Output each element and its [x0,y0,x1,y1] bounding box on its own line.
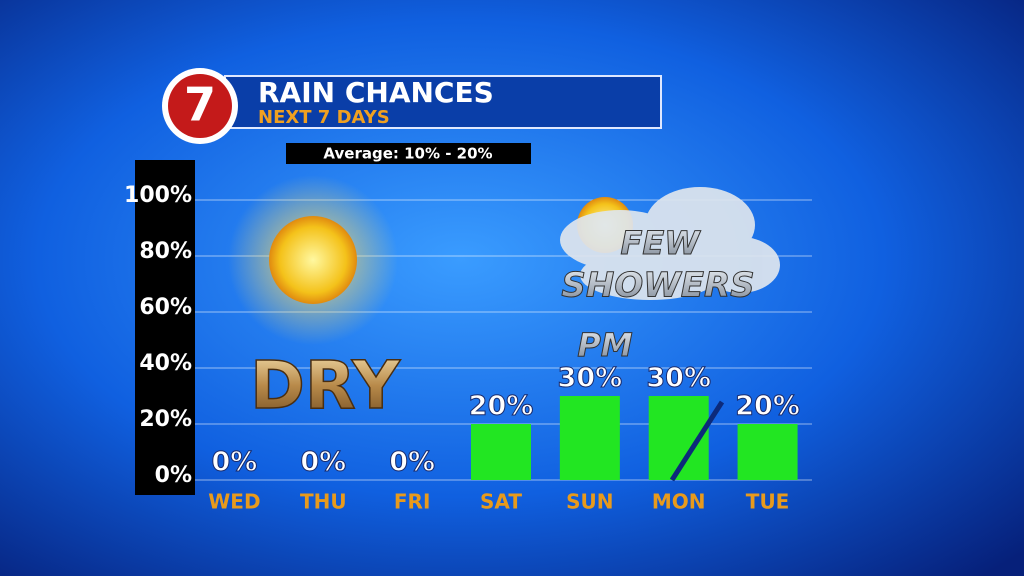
note: Average: 10% - 20% [323,145,492,163]
y-tick-label: 20% [139,407,192,432]
annotation: DRY [250,347,401,424]
x-tick-label: MON [652,490,706,514]
value-label: 30% [558,363,623,394]
y-tick-label: 100% [124,183,192,208]
cloud [560,187,780,300]
value-label: 0% [212,447,258,478]
y-tick-label: 0% [155,463,192,488]
front-line [669,400,725,482]
value-label: 20% [735,391,800,422]
axis-strip [135,160,195,495]
y-tick-label: 60% [139,295,192,320]
chart-subtitle: NEXT 7 DAYS [258,107,390,128]
x-tick-label: TUE [746,490,790,514]
logo [168,74,232,138]
x-tick-label: WED [208,490,260,514]
bar [559,396,620,480]
note-box [286,143,531,164]
annotation: PM [577,326,632,364]
annotation: SHOWERS [561,266,754,306]
bar [471,424,531,480]
chart-title: RAIN CHANCES [258,76,494,109]
y-tick-label: 40% [139,351,192,376]
x-tick-label: SAT [480,490,522,514]
x-tick-label: SUN [566,490,613,514]
x-tick-label: THU [300,490,347,514]
value-label: 0% [300,447,346,478]
sun [269,216,357,304]
value-label: 20% [469,391,534,422]
plot: 0% 20% 40% 60% 80% 100% WED 0% THU 0% FRI 0% SAT 20% S… [124,183,800,514]
value-label: 0% [389,447,435,478]
bar [737,424,798,480]
logo-text: 7 [184,78,216,132]
value-label: 30% [646,363,711,394]
y-tick-label: 80% [139,239,192,264]
x-tick-label: FRI [394,490,431,514]
annotation: FEW [620,224,701,262]
header-box [224,75,662,129]
